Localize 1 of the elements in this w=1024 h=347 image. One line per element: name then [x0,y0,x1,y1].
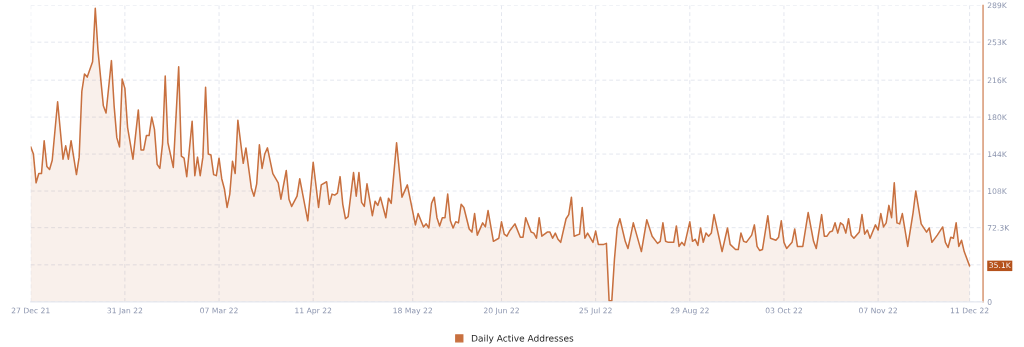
legend-label: Daily Active Addresses [471,334,574,344]
